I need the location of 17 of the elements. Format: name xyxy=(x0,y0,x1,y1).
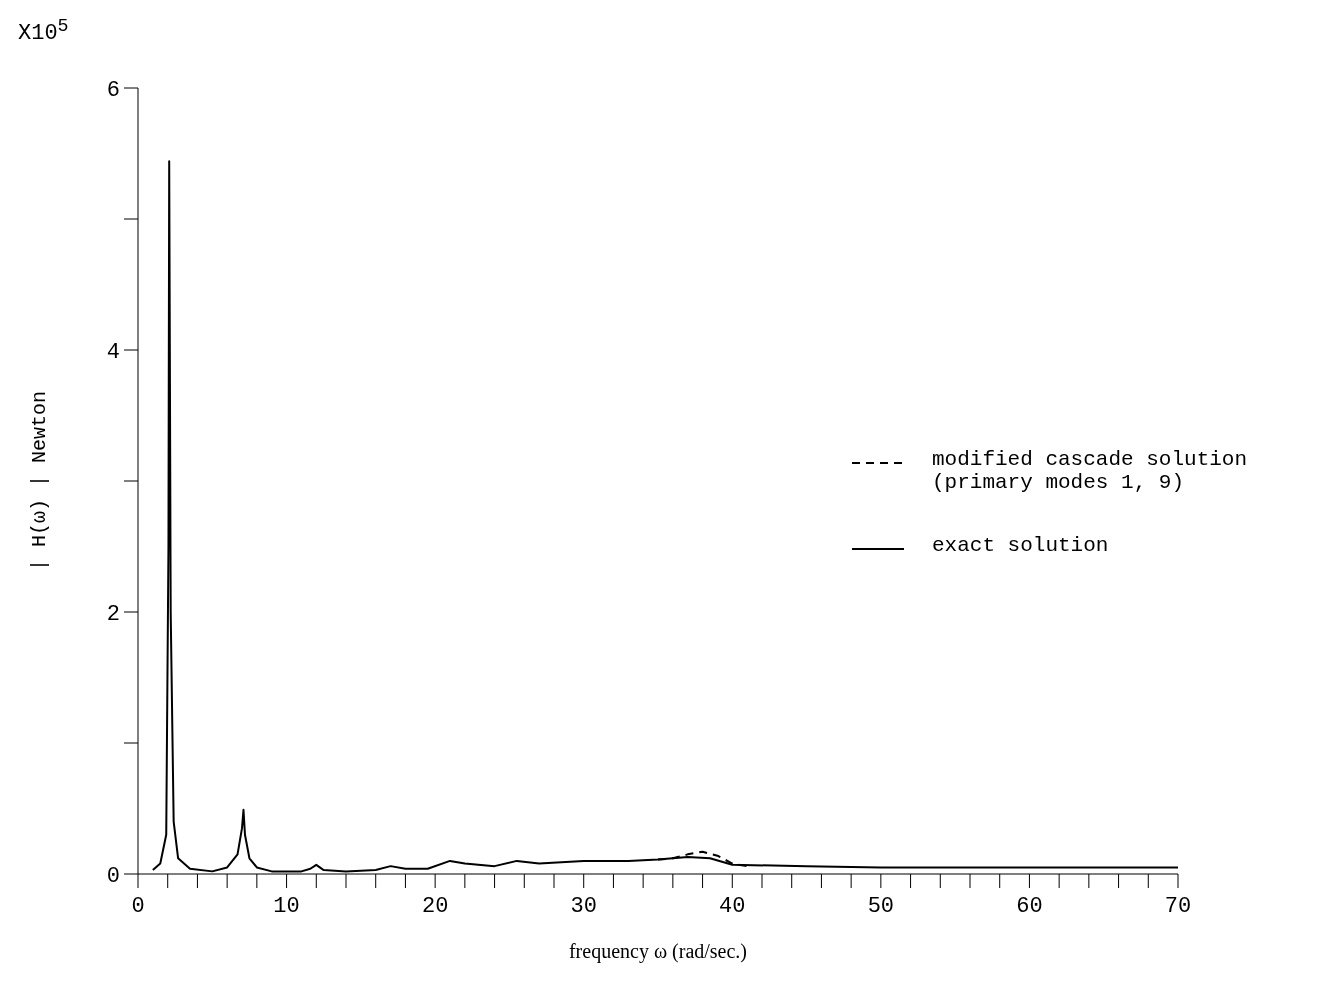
x-axis-title: frequency ω (rad/sec.) xyxy=(568,940,748,963)
x-tick-label: 10 xyxy=(273,894,300,919)
x-tick-label: 30 xyxy=(570,894,597,919)
x-tick-label: 0 xyxy=(131,894,145,919)
x-tick-label: 20 xyxy=(421,894,449,919)
x-tick-label: 50 xyxy=(867,894,895,919)
y-axis-title: | H(ω) | Newton xyxy=(28,390,52,572)
x-tick-label: 70 xyxy=(1164,894,1192,919)
x-tick-label: 40 xyxy=(719,894,746,919)
legend-label: exact solution xyxy=(932,534,1109,557)
y-tick-label: 4 xyxy=(106,340,120,365)
y-tick-label: 6 xyxy=(106,78,120,103)
y-tick-label: 0 xyxy=(106,864,120,889)
legend-label: modified cascade solution (primary modes 1, 9) xyxy=(932,448,1248,494)
x-tick-label: 60 xyxy=(1016,894,1043,919)
text: X10$^{5}$ xyxy=(18,16,69,47)
y-tick-label: 2 xyxy=(106,602,120,627)
